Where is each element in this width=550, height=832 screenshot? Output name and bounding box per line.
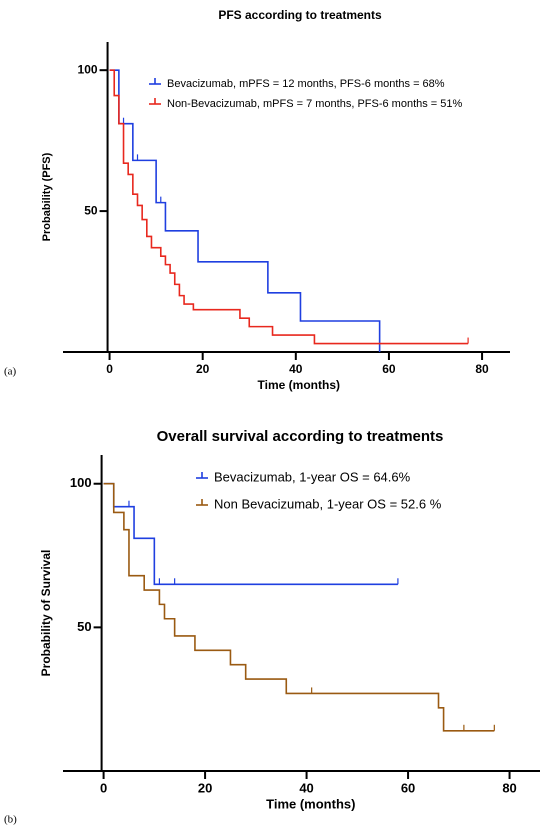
survival-curve — [109, 69, 469, 345]
y-tick-label: 50 — [84, 203, 98, 217]
x-tick-label: 40 — [289, 362, 303, 376]
x-tick-label: 40 — [299, 780, 313, 795]
legend-label: Non Bevacizumab, 1-year OS = 52.6 % — [214, 496, 442, 511]
x-axis-label: Time (months) — [258, 378, 340, 392]
x-tick-label: 0 — [100, 780, 107, 795]
chart-title: Overall survival according to treatments — [157, 428, 444, 445]
y-tick-label: 50 — [77, 619, 91, 634]
panel-label: (b) — [4, 814, 17, 826]
panel-label: (a) — [4, 366, 17, 378]
survival-curve — [103, 482, 495, 732]
y-axis-label: Probability (PFS) — [41, 152, 53, 241]
x-tick-label: 80 — [502, 780, 516, 795]
x-tick-label: 80 — [475, 362, 489, 376]
legend-label: Bevacizumab, 1-year OS = 64.6% — [214, 469, 411, 484]
x-tick-label: 0 — [106, 362, 113, 376]
x-axis-label: Time (months) — [266, 796, 355, 811]
legend-label: Non-Bevacizumab, mPFS = 7 months, PFS-6 … — [167, 98, 463, 110]
chart-title: PFS according to treatments — [218, 8, 382, 22]
y-tick-label: 100 — [70, 475, 92, 490]
x-tick-label: 20 — [198, 780, 212, 795]
legend-label: Bevacizumab, mPFS = 12 months, PFS-6 mon… — [167, 78, 445, 90]
survival-curve — [109, 69, 381, 352]
y-tick-label: 100 — [78, 62, 98, 76]
x-tick-label: 60 — [382, 362, 396, 376]
y-axis-label: Probability of Survival — [39, 550, 53, 677]
x-tick-label: 20 — [196, 362, 210, 376]
x-tick-label: 60 — [401, 780, 415, 795]
